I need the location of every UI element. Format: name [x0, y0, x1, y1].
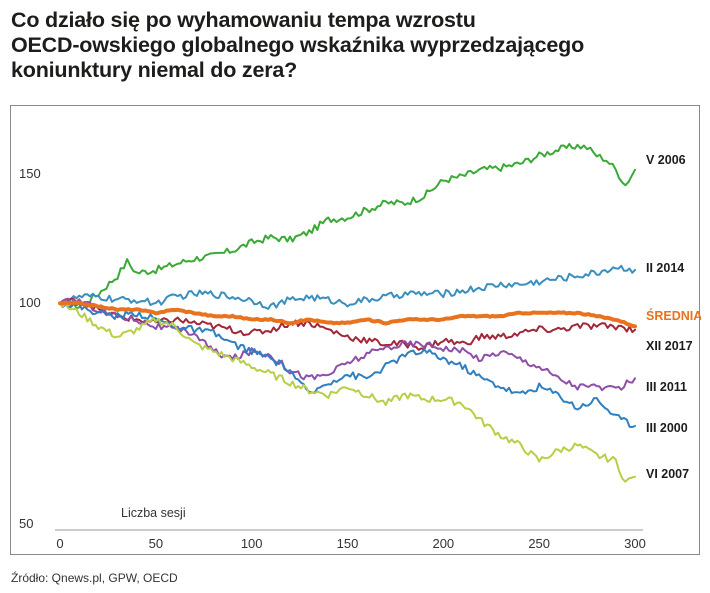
- x-tick-label: 300: [624, 536, 646, 551]
- series-line: [59, 264, 636, 310]
- series-label: II 2014: [646, 261, 684, 275]
- series-label: XII 2017: [646, 339, 693, 353]
- x-tick-label: 50: [149, 536, 163, 551]
- x-tick-label: 150: [337, 536, 359, 551]
- x-axis-caption: Liczba sesji: [121, 506, 186, 520]
- title-line-3: koniunktury niemal do zera?: [11, 58, 298, 82]
- source-note: Źródło: Qnews.pl, GPW, OECD: [11, 571, 178, 585]
- series-line: [59, 297, 636, 392]
- series-label: III 2011: [646, 380, 687, 394]
- series-label: VI 2007: [646, 467, 689, 481]
- x-tick-label: 100: [241, 536, 263, 551]
- title-line-2: OECD-owskiego globalnego wskaźnika wyprz…: [11, 33, 585, 57]
- x-tick-label: 200: [432, 536, 454, 551]
- series-label: V 2006: [646, 153, 686, 167]
- y-tick-label: 100: [19, 295, 41, 310]
- y-tick-label: 50: [19, 516, 33, 531]
- line-chart: 0 50 100 150 200 250 300 50 100 150 Liczba sesji V …: [19, 142, 701, 551]
- chart-frame: 0 50 100 150 200 250 300 50 100 150 Liczba sesji V …: [10, 105, 701, 555]
- x-tick-label: 250: [528, 536, 550, 551]
- series-line: [59, 142, 636, 310]
- y-tick-label: 150: [19, 166, 41, 181]
- series-line: [59, 302, 636, 429]
- series-line: [58, 300, 637, 329]
- chart-title: Co działo się po wyhamowaniu tempa wzros…: [11, 8, 701, 83]
- x-tick-label: 0: [56, 536, 63, 551]
- series-label: ŚREDNIA: [646, 308, 701, 323]
- series-line: [59, 301, 636, 483]
- series-label: III 2000: [646, 421, 688, 435]
- title-line-1: Co działo się po wyhamowaniu tempa wzros…: [11, 8, 476, 32]
